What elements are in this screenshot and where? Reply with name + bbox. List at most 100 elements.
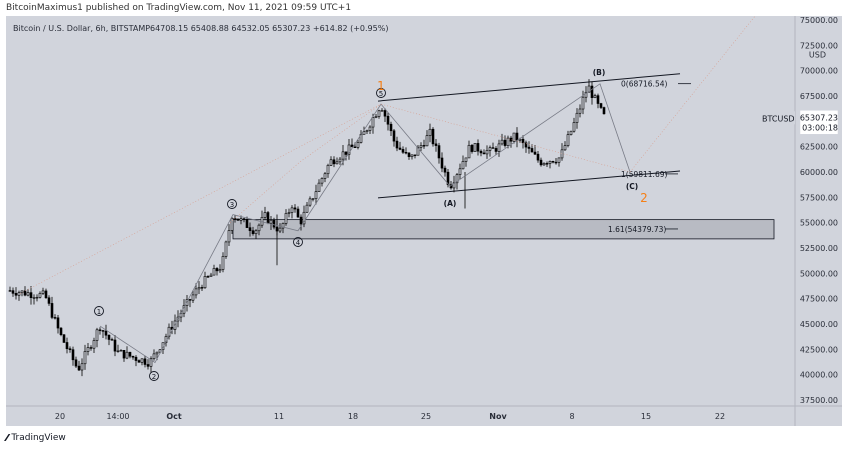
candle-body <box>230 218 234 231</box>
dotted-projection-line <box>629 16 756 173</box>
candle-body <box>452 182 456 189</box>
candle-body <box>41 290 45 294</box>
candle-body <box>131 355 135 358</box>
candle <box>374 113 378 119</box>
candle-body <box>113 339 117 352</box>
candle-body <box>71 349 75 361</box>
candle-body <box>23 290 27 296</box>
candle <box>38 291 42 299</box>
candle-body <box>188 299 192 301</box>
candle-body <box>455 174 459 184</box>
candle-body <box>572 122 576 132</box>
candle <box>581 90 585 115</box>
candle-body <box>56 317 60 329</box>
candle-body <box>311 198 315 200</box>
candle-body <box>410 154 414 157</box>
wave-label-text: 3 <box>230 201 234 209</box>
circled-wave-label: 3 <box>227 199 237 209</box>
candle <box>11 287 15 297</box>
candle <box>80 358 84 377</box>
candle <box>86 342 90 356</box>
candle-body <box>500 139 504 145</box>
candle-body <box>425 135 429 147</box>
candle <box>422 139 426 149</box>
candle <box>476 139 480 156</box>
wave-label-text: 4 <box>296 239 301 247</box>
candle-body <box>152 353 156 359</box>
countdown-label: 03:00:18 <box>802 123 838 132</box>
candle-body <box>383 110 387 117</box>
candle <box>380 108 384 112</box>
candle <box>560 143 564 161</box>
candle <box>92 337 96 354</box>
candle-body <box>584 91 588 98</box>
candle <box>287 208 291 218</box>
candle-body <box>224 241 228 257</box>
candle-body <box>416 146 420 156</box>
candle-body <box>77 365 81 371</box>
candle-body <box>545 163 549 165</box>
candle-body <box>566 134 570 146</box>
wave-label-circle <box>227 199 237 209</box>
candle <box>521 135 525 149</box>
candle-body <box>578 108 582 114</box>
candle <box>53 314 57 320</box>
candle-body <box>101 330 105 332</box>
y-tick-label: 72500.00 <box>800 41 838 50</box>
candle-body <box>530 148 534 153</box>
candle-body <box>20 290 24 293</box>
candle-body <box>458 168 462 175</box>
x-tick-label: 14:00 <box>106 412 129 421</box>
candle <box>119 349 123 352</box>
candle <box>365 129 369 134</box>
candle-body <box>323 173 327 179</box>
candle-body <box>557 157 561 163</box>
candle <box>50 296 54 320</box>
candle <box>542 162 546 166</box>
candle-body <box>461 161 465 170</box>
candle <box>65 337 69 354</box>
candle-body <box>560 149 564 159</box>
candle-body <box>326 164 330 175</box>
candle-body <box>542 163 546 166</box>
price-chart[interactable]: Bitcoin / U.S. Dollar, 6h, BITSTAMP 64708… <box>6 16 842 426</box>
candle-body <box>26 292 30 296</box>
candle-body <box>47 297 51 304</box>
candle <box>305 202 309 213</box>
candle <box>206 275 210 278</box>
candle <box>554 157 558 165</box>
candle-body <box>428 128 432 136</box>
candle-body <box>473 143 477 152</box>
candle-body <box>155 351 159 355</box>
candle-body <box>398 147 402 150</box>
candle <box>56 314 60 334</box>
y-tick-label: 37500.00 <box>800 396 838 405</box>
candle <box>95 327 99 348</box>
candle-body <box>431 128 435 145</box>
candle <box>515 127 519 148</box>
chart-area[interactable]: Bitcoin / U.S. Dollar, 6h, BITSTAMP 64708… <box>6 16 842 426</box>
footer: ⁄⁄ TradingView <box>6 430 66 446</box>
channel-lower-line <box>377 170 681 199</box>
candle-body <box>107 334 111 340</box>
candle-body <box>368 126 372 131</box>
candle <box>548 160 552 169</box>
candle <box>278 223 282 234</box>
candle-body <box>539 159 543 166</box>
y-tick-label: 60000.00 <box>800 168 838 177</box>
candle <box>77 360 81 371</box>
circled-wave-label: 2 <box>149 371 159 381</box>
candle <box>539 157 543 167</box>
candle-body <box>302 211 306 225</box>
candle-body <box>200 287 204 289</box>
candle-body <box>284 213 288 224</box>
candle <box>122 350 126 362</box>
candle-body <box>122 350 126 359</box>
x-tick-label: 18 <box>348 412 358 421</box>
wave-label-circle <box>293 237 303 247</box>
ohlc-values: 64708.15 65408.88 64532.05 65307.23 +614… <box>150 24 388 33</box>
candle <box>452 175 456 193</box>
candle-body <box>548 160 552 164</box>
candle-body <box>212 268 216 276</box>
wave-label-circle <box>376 88 386 98</box>
